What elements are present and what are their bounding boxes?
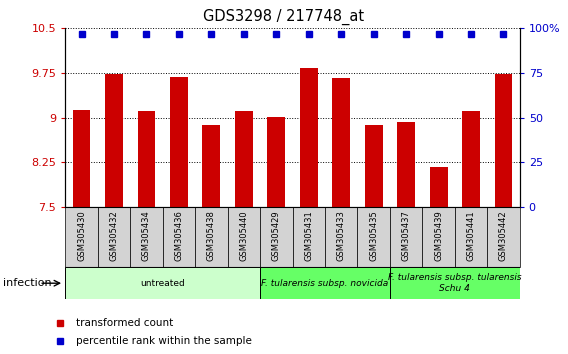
Text: F. tularensis subsp. tularensis
Schu 4: F. tularensis subsp. tularensis Schu 4 bbox=[388, 274, 521, 293]
Bar bbox=[390, 267, 520, 299]
Text: GSM305437: GSM305437 bbox=[402, 210, 411, 261]
Text: F. tularensis subsp. novicida: F. tularensis subsp. novicida bbox=[261, 279, 389, 288]
Bar bbox=[397, 122, 415, 207]
Text: GSM305429: GSM305429 bbox=[272, 210, 281, 261]
Bar bbox=[105, 74, 123, 207]
Bar bbox=[423, 207, 455, 267]
Text: transformed count: transformed count bbox=[76, 318, 173, 328]
Bar bbox=[390, 207, 423, 267]
Bar bbox=[268, 116, 285, 207]
Text: GSM305442: GSM305442 bbox=[499, 210, 508, 261]
Bar bbox=[65, 267, 260, 299]
Text: GSM305438: GSM305438 bbox=[207, 210, 216, 261]
Text: GSM305433: GSM305433 bbox=[337, 210, 346, 261]
Bar bbox=[487, 207, 520, 267]
Bar bbox=[202, 125, 220, 207]
Bar bbox=[495, 74, 512, 207]
Text: GSM305432: GSM305432 bbox=[110, 210, 119, 261]
Bar bbox=[65, 207, 98, 267]
Bar bbox=[455, 207, 487, 267]
Bar bbox=[260, 267, 390, 299]
Bar bbox=[98, 207, 130, 267]
Bar bbox=[170, 77, 188, 207]
Text: GSM305430: GSM305430 bbox=[77, 210, 86, 261]
Text: GSM305435: GSM305435 bbox=[369, 210, 378, 261]
Text: untreated: untreated bbox=[140, 279, 185, 288]
Text: GSM305431: GSM305431 bbox=[304, 210, 313, 261]
Bar bbox=[228, 207, 260, 267]
Bar bbox=[130, 207, 162, 267]
Text: GSM305436: GSM305436 bbox=[174, 210, 183, 261]
Bar bbox=[235, 111, 253, 207]
Bar bbox=[137, 110, 156, 207]
Text: GSM305441: GSM305441 bbox=[466, 210, 475, 261]
Text: GSM305440: GSM305440 bbox=[239, 210, 248, 261]
Bar bbox=[293, 207, 325, 267]
Bar bbox=[365, 125, 383, 207]
Text: percentile rank within the sample: percentile rank within the sample bbox=[76, 336, 252, 346]
Bar bbox=[462, 110, 480, 207]
Text: infection: infection bbox=[3, 278, 52, 288]
Text: GSM305439: GSM305439 bbox=[434, 210, 443, 261]
Bar bbox=[429, 167, 448, 207]
Bar bbox=[357, 207, 390, 267]
Bar bbox=[325, 207, 357, 267]
Bar bbox=[195, 207, 228, 267]
Bar bbox=[300, 68, 318, 207]
Bar bbox=[260, 207, 293, 267]
Text: GSM305434: GSM305434 bbox=[142, 210, 151, 261]
Bar bbox=[73, 110, 90, 207]
Bar bbox=[162, 207, 195, 267]
Bar bbox=[332, 78, 350, 207]
Text: GDS3298 / 217748_at: GDS3298 / 217748_at bbox=[203, 9, 365, 25]
